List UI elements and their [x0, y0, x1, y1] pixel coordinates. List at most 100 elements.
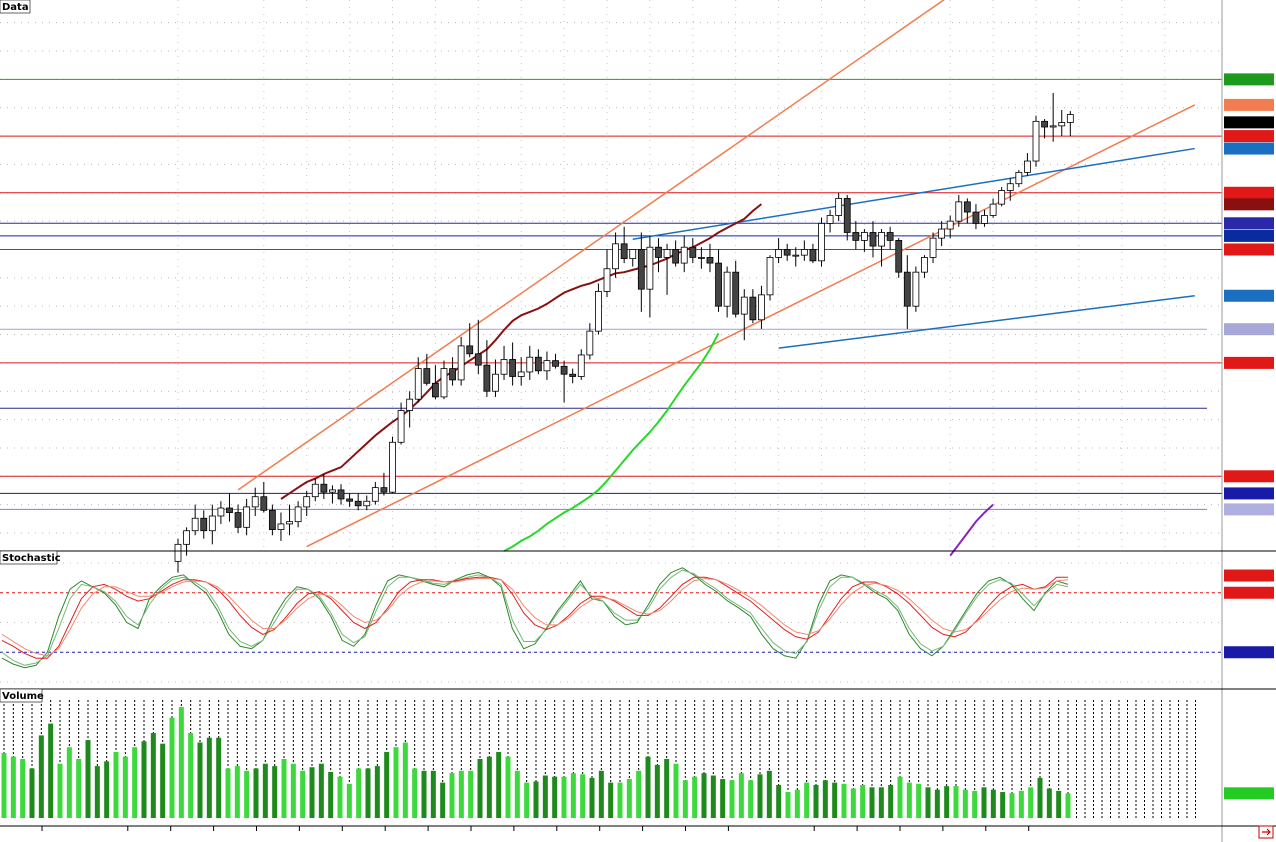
volume-bar	[822, 780, 828, 818]
candle-body	[260, 496, 268, 511]
volume-bar	[272, 766, 278, 818]
candle-body	[758, 294, 765, 321]
price-tag-box	[1224, 229, 1274, 242]
price-tag	[1224, 470, 1274, 483]
volume-bar	[421, 770, 427, 818]
candle-body	[783, 249, 791, 256]
volume-bar	[440, 782, 446, 818]
candle-body	[715, 262, 722, 307]
candle-body	[483, 364, 491, 392]
volume-bar	[468, 770, 474, 818]
volume-bar	[216, 737, 222, 818]
volume-bar	[48, 723, 54, 818]
scroll-end-button[interactable]	[1258, 825, 1274, 839]
lower-channel-line	[306, 104, 1196, 548]
candle-body	[431, 382, 439, 398]
candle-body	[389, 441, 396, 493]
volume-bar	[552, 776, 558, 818]
volume-bar	[384, 751, 390, 818]
candle-body	[337, 489, 345, 500]
volume-bar	[38, 735, 44, 818]
volume-bar	[841, 783, 847, 818]
candle-body	[895, 240, 903, 273]
candle-body	[637, 249, 645, 290]
upper-channel-line	[237, 0, 945, 491]
upper-wedge-line	[632, 147, 1195, 241]
volume-bar	[804, 782, 810, 818]
candle-body	[981, 215, 988, 224]
candle-body	[938, 228, 946, 239]
stochastic-series-line	[1, 576, 1068, 659]
volume-bar	[20, 759, 26, 818]
volume-bar	[188, 733, 194, 818]
volume-bar	[720, 779, 726, 818]
volume-bar	[608, 782, 614, 818]
volume-bar	[748, 780, 754, 818]
volume-bar	[104, 761, 110, 818]
candle-body	[183, 530, 190, 545]
candle-body	[534, 356, 542, 372]
volume-bar	[925, 787, 931, 818]
price-tag	[1224, 186, 1274, 199]
candle-body	[706, 257, 714, 264]
price-tag	[1224, 356, 1274, 369]
volume-bar	[888, 784, 894, 818]
price-tag-box	[1224, 470, 1274, 483]
candle-body	[1015, 171, 1023, 185]
candle-body	[363, 500, 371, 507]
candle-body	[543, 360, 551, 372]
volume-bar	[1056, 790, 1062, 818]
price-tag-box	[1224, 198, 1274, 211]
price-tag	[1224, 503, 1274, 516]
candle-body	[268, 509, 276, 530]
volume-bar	[94, 766, 100, 818]
candle-body	[1049, 125, 1057, 128]
volume-bar	[328, 771, 334, 818]
candle-body	[1041, 120, 1048, 128]
candle-body	[998, 190, 1006, 205]
price-tag	[1224, 73, 1274, 86]
volume-bar	[1037, 777, 1043, 818]
volume-bar	[944, 786, 950, 818]
candle-body	[414, 368, 422, 400]
volume-bar	[318, 763, 324, 818]
candle-body	[989, 203, 997, 216]
candle-body	[311, 483, 319, 498]
price-tag	[1224, 289, 1274, 302]
volume-bar	[10, 756, 16, 818]
volume-bar	[570, 773, 576, 818]
candle-body	[903, 271, 911, 307]
volume-bar	[234, 766, 240, 818]
candle-body	[397, 410, 405, 443]
volume-bar	[402, 742, 408, 818]
candle-body	[294, 506, 302, 523]
volume-bar	[374, 766, 380, 818]
candle-body	[603, 268, 611, 292]
candle-body	[878, 232, 885, 247]
candle-body	[946, 220, 954, 230]
volume-bar	[29, 768, 35, 818]
volume-bar	[934, 789, 940, 818]
candle-body	[509, 359, 517, 377]
candle-body	[655, 246, 662, 258]
candle-body	[826, 215, 834, 224]
volume-bar	[617, 782, 623, 818]
candle-body	[346, 498, 354, 502]
candle-body	[646, 246, 654, 290]
price-tag-box	[1224, 323, 1274, 336]
price-tag	[1224, 116, 1274, 129]
volume-bar	[430, 770, 436, 818]
volume-bar	[580, 774, 586, 818]
volume-bar	[244, 770, 250, 818]
candle-body	[586, 330, 594, 356]
volume-bar	[990, 789, 996, 818]
volume-bar	[113, 751, 119, 818]
price-tag-box	[1224, 116, 1274, 129]
candle-body	[234, 512, 242, 528]
volume-bar	[738, 773, 744, 818]
price-tag-box	[1224, 130, 1274, 143]
candle-body	[595, 291, 602, 332]
candle-body	[869, 232, 877, 247]
stochastic-series-line	[1, 569, 1069, 666]
price-panel-title: Data	[2, 2, 29, 13]
